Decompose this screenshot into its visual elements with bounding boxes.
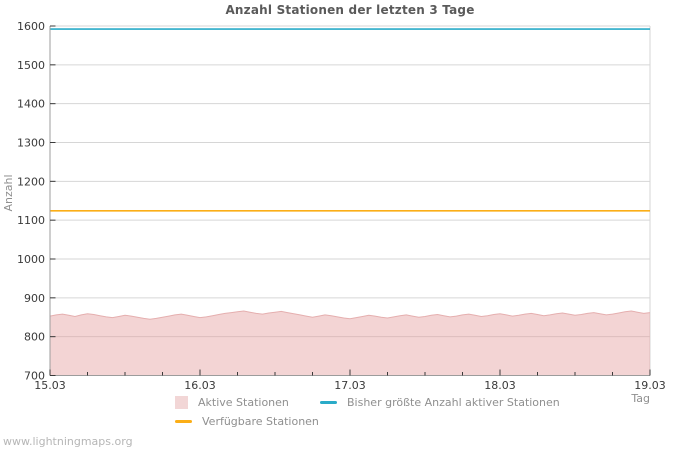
y-tick-label: 1500 (17, 59, 45, 72)
legend-label: Verfügbare Stationen (202, 415, 319, 428)
legend-label: Aktive Stationen (198, 396, 289, 409)
legend-row: Verfügbare Stationen (175, 412, 560, 431)
x-tick-label: 16.03 (184, 379, 216, 392)
area-aktive-stationen-edge (49, 310, 651, 320)
legend-row: Aktive Stationen Bisher größte Anzahl ak… (175, 393, 560, 412)
x-tick-label: 18.03 (484, 379, 516, 392)
chart-legend: Aktive Stationen Bisher größte Anzahl ak… (175, 393, 560, 431)
legend-label: Bisher größte Anzahl aktiver Stationen (347, 396, 560, 409)
y-tick-label: 1100 (17, 214, 45, 227)
y-tick-label: 1400 (17, 98, 45, 111)
legend-item-verfuegbare-stationen: Verfügbare Stationen (175, 415, 320, 428)
chart-title: Anzahl Stationen der letzten 3 Tage (225, 3, 475, 17)
x-axis-label: Tag (631, 392, 650, 405)
line-swatch-icon (320, 401, 337, 404)
y-axis-label: Anzahl (2, 174, 15, 212)
legend-item-bisher-groesste: Bisher größte Anzahl aktiver Stationen (320, 396, 560, 409)
legend-item-aktive-stationen: Aktive Stationen (175, 396, 320, 409)
y-tick-label: 1000 (17, 253, 45, 266)
area-swatch-icon (175, 396, 188, 409)
x-tick-label: 19.03 (634, 379, 666, 392)
line-swatch-icon (175, 420, 192, 423)
y-tick-label: 800 (24, 331, 45, 344)
y-tick-label: 1300 (17, 137, 45, 150)
area-aktive-stationen (50, 311, 650, 376)
watermark-text: www.lightningmaps.org (3, 435, 133, 448)
y-tick-label: 1600 (17, 20, 45, 33)
y-tick-label: 900 (24, 292, 45, 305)
x-tick-label: 15.03 (34, 379, 66, 392)
x-tick-label: 17.03 (334, 379, 366, 392)
y-tick-label: 1200 (17, 175, 45, 188)
y-tick-label: 700 (24, 370, 45, 383)
